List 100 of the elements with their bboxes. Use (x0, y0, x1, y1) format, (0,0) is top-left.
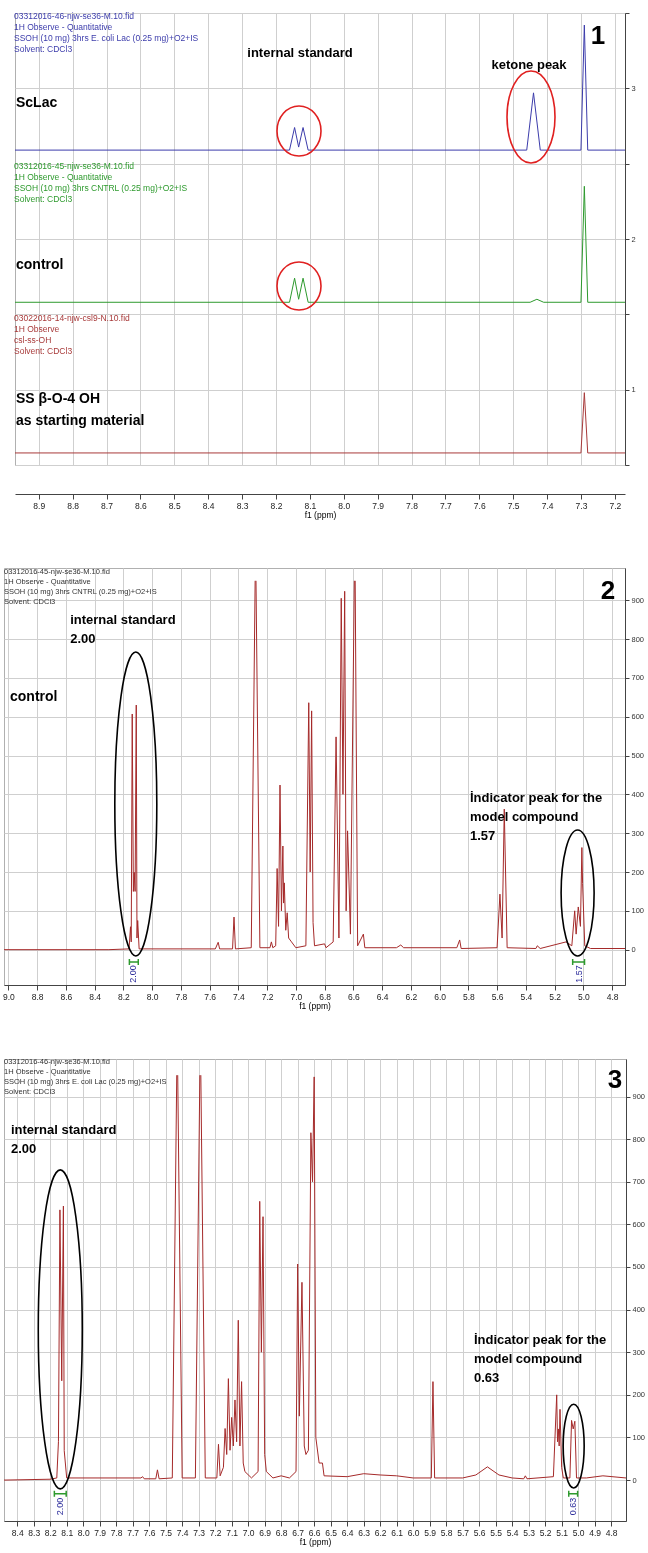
x-tick-label: 8.6 (134, 500, 148, 511)
text: control (10, 688, 58, 704)
x-tick-label: 7.2 (609, 500, 622, 511)
x-tick-label: 6.7 (292, 1527, 305, 1538)
x-tick-label: 7.0 (242, 1527, 255, 1538)
annotation: internal standard 2.00 (70, 612, 176, 646)
x-tick-label: 6.2 (374, 1527, 387, 1538)
x-tick-label: 8.2 (117, 991, 130, 1002)
x-axis-title: f1 (ppm) (299, 1001, 331, 1011)
x-tick-label: 8.4 (11, 1527, 24, 1538)
x-tick-label: 8.9 (33, 500, 46, 511)
x-tick-label: 7.5 (160, 1527, 173, 1538)
x-tick-label: 7.8 (406, 500, 419, 511)
annotation: 2.00 (55, 1497, 66, 1516)
annotation: 03022016-14-njw-csl9-N.10.fid 1H Observe csl-ss-OH Solvent: CDCl3 (14, 313, 131, 356)
series-label: SS β-O-4 OH as starting material (16, 390, 145, 428)
x-tick-label: 7.3 (193, 1527, 206, 1538)
x-tick-label: 7.9 (372, 500, 385, 511)
x-tick-label: 8.4 (202, 500, 215, 511)
x-tick-label: 8.3 (28, 1527, 41, 1538)
x-tick-label: 6.9 (259, 1527, 272, 1538)
x-tick-label: 7.5 (507, 500, 520, 511)
x-tick-label: 7.3 (575, 500, 588, 511)
x-tick-label: 6.8 (319, 991, 332, 1002)
annotation: 03312016-46-njw-se36-M.10.fid 1H Observe - Quantitative SSOH (10 mg) 3hrs E. coli Lac (0.25 mg)+O2+IS Solvent: CDCl3 (14, 11, 199, 54)
x-tick-label: 8.0 (77, 1527, 90, 1538)
annotation: internal standard (247, 45, 353, 60)
annotation: 03312016-45-njw-se36-M.10.fid 1H Observe - Quantitative SSOH (10 mg) 3hrs CNTRL (0.25 mg)+O2+IS Solvent: CDCl3 (14, 161, 188, 204)
x-tick-label: 8.0 (146, 991, 159, 1002)
x-tick-label: 6.4 (341, 1527, 354, 1538)
x-axis-title: f1 (ppm) (304, 510, 337, 520)
x-tick-label: 6.1 (391, 1527, 404, 1538)
x-tick-label: 4.9 (589, 1527, 602, 1538)
x-tick-label: 5.8 (440, 1527, 453, 1538)
x-tick-label: 5.4 (520, 991, 533, 1002)
x-tick-label: 5.1 (556, 1527, 569, 1538)
annotation: ketone peak (491, 57, 568, 72)
x-tick-label: 8.0 (338, 500, 351, 511)
x-tick-label: 6.0 (407, 1527, 420, 1538)
x-tick-label: 7.8 (175, 991, 188, 1002)
x-tick-label: 7.4 (541, 500, 554, 511)
x-tick-label: 6.4 (376, 991, 389, 1002)
x-tick-label: 5.2 (549, 991, 562, 1002)
annotation: 1.57 (573, 965, 584, 983)
x-tick-label: 8.2 (44, 1527, 57, 1538)
x-tick-label: 7.9 (94, 1527, 107, 1538)
text: ScLac (16, 94, 58, 110)
x-tick-label: 6.6 (308, 1527, 321, 1538)
x-tick-label: 5.8 (462, 991, 475, 1002)
x-tick-label: 8.7 (101, 500, 114, 511)
x-tick-label: 7.8 (110, 1527, 123, 1538)
x-tick-label: 7.6 (204, 991, 217, 1002)
annotation: İndicator peak for the model compound 0.63 (473, 1332, 607, 1386)
x-tick-label: 7.0 (290, 991, 303, 1002)
x-tick-label: 5.0 (577, 991, 590, 1002)
x-tick-label: 7.4 (176, 1527, 189, 1538)
annotation: internal standard 2.00 (10, 1122, 117, 1157)
x-tick-label: 6.5 (325, 1527, 338, 1538)
x-tick-label: 5.9 (424, 1527, 437, 1538)
annotation: 2.00 (128, 965, 139, 983)
x-tick-label: 5.6 (473, 1527, 486, 1538)
x-tick-label: 5.3 (523, 1527, 536, 1538)
x-tick-label: 7.7 (127, 1527, 140, 1538)
x-tick-label: 5.2 (539, 1527, 552, 1538)
chart-title: 2 (600, 575, 616, 605)
x-tick-label: 7.2 (261, 991, 274, 1002)
x-tick-label: 7.7 (439, 500, 453, 511)
annotation: 0.63 (567, 1497, 578, 1516)
x-tick-label: 8.4 (89, 991, 102, 1002)
x-tick-label: 7.4 (232, 991, 245, 1002)
x-tick-label: 6.6 (347, 991, 360, 1002)
x-tick-label: 8.6 (60, 991, 73, 1002)
x-tick-label: 5.4 (506, 1527, 519, 1538)
x-tick-label: 7.6 (143, 1527, 156, 1538)
x-tick-label: 8.3 (236, 500, 249, 511)
x-tick-label: 6.2 (405, 991, 418, 1002)
x-tick-label: 8.8 (67, 500, 80, 511)
x-tick-label: 9.0 (2, 991, 15, 1002)
x-tick-label: 6.0 (434, 991, 447, 1002)
x-tick-label: 5.5 (490, 1527, 503, 1538)
x-axis-title: f1 (ppm) (299, 1537, 332, 1547)
x-tick-label: 8.8 (31, 991, 44, 1002)
x-tick-label: 5.0 (572, 1527, 585, 1538)
line-series (15, 24, 625, 151)
x-tick-label: 8.2 (270, 500, 283, 511)
x-tick-label: 7.1 (226, 1527, 239, 1538)
x-tick-label: 6.8 (275, 1527, 288, 1538)
x-tick-label: 8.1 (61, 1527, 74, 1538)
chart-title: 1 (590, 20, 606, 50)
x-tick-label: 5.7 (457, 1527, 470, 1538)
line-series (15, 185, 625, 303)
x-tick-label: 4.8 (605, 1527, 618, 1538)
x-tick-label: 7.2 (209, 1527, 222, 1538)
x-tick-label: 7.6 (473, 500, 486, 511)
x-tick-label: 4.8 (606, 991, 619, 1002)
x-tick-label: 8.5 (168, 500, 181, 511)
text: control (16, 256, 64, 272)
x-tick-label: 6.3 (358, 1527, 371, 1538)
x-tick-label: 8.1 (304, 500, 317, 511)
x-tick-label: 5.6 (491, 991, 504, 1002)
